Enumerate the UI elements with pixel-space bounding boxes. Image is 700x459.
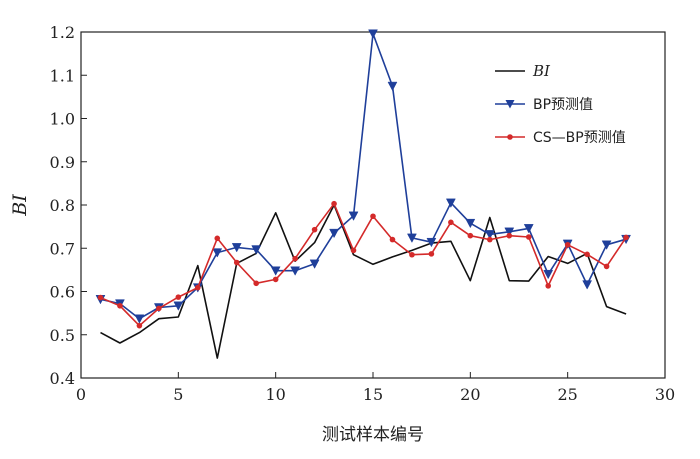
data-point <box>329 228 339 239</box>
data-point <box>292 255 298 262</box>
data-point <box>233 259 240 266</box>
legend-item: CS—BP预测值 <box>495 130 626 146</box>
data-point <box>290 266 301 276</box>
y-tick-label: 1.2 <box>50 23 75 42</box>
data-point <box>564 241 571 248</box>
data-point <box>175 294 182 300</box>
data-point <box>214 235 221 242</box>
y-tick-label: 0.4 <box>50 369 75 388</box>
legend-marker <box>507 134 513 140</box>
y-axis-label: BI <box>9 194 31 217</box>
data-point <box>136 322 143 329</box>
data-point <box>348 211 359 221</box>
y-tick-label: 0.8 <box>50 196 75 215</box>
data-point <box>448 219 454 226</box>
data-point <box>504 227 515 237</box>
data-point <box>117 302 123 309</box>
data-point <box>272 276 279 283</box>
axes-layer: 0 5 10 15 20 25 30 0.4 0.5 0.6 0.7 0.8 0.9 1.0 1.1 1.2 <box>50 23 676 404</box>
plot-frame <box>80 31 666 379</box>
y-tick-label: 0.6 <box>50 283 75 302</box>
data-point <box>387 81 398 92</box>
legend-item: BI <box>495 62 551 80</box>
data-point <box>212 248 223 258</box>
legend-marker <box>505 100 515 109</box>
y-tick-label: 1.1 <box>50 66 75 85</box>
series-2 <box>97 200 629 329</box>
data-point <box>331 200 337 207</box>
data-point <box>582 280 593 290</box>
data-point <box>407 233 417 243</box>
data-point <box>134 314 145 324</box>
data-point <box>623 234 629 241</box>
y-tick-label: 0.7 <box>50 239 75 258</box>
data-point <box>253 280 259 287</box>
series-line <box>100 202 627 327</box>
x-tick-label: 20 <box>460 385 480 404</box>
x-tick-label: 15 <box>363 385 383 404</box>
x-tick-label: 10 <box>265 385 285 404</box>
legend: BI BP预测值 CS—BP预测值 <box>495 62 626 146</box>
y-tick-label: 0.9 <box>50 153 75 172</box>
data-point <box>506 232 513 239</box>
data-point <box>525 234 532 240</box>
x-tick-label: 25 <box>557 385 577 404</box>
data-point <box>311 226 318 233</box>
data-point <box>350 247 357 254</box>
legend-label: BP预测值 <box>533 97 593 113</box>
data-point <box>543 269 554 280</box>
data-point <box>231 243 242 253</box>
data-point <box>603 263 610 270</box>
data-point <box>368 29 378 39</box>
legend-label: CS—BP预测值 <box>533 130 626 146</box>
x-tick-label: 30 <box>655 385 675 404</box>
data-point <box>601 240 612 250</box>
x-tick-label: 0 <box>76 385 86 404</box>
data-point <box>523 224 534 234</box>
data-point <box>426 237 437 248</box>
data-point <box>484 230 495 240</box>
data-point <box>465 218 476 229</box>
data-point <box>270 266 281 276</box>
y-tick-label: 1.0 <box>50 110 75 129</box>
data-point <box>389 236 396 243</box>
series-line <box>100 204 627 359</box>
x-axis-label: 测试样本编号 <box>322 425 424 445</box>
data-point <box>370 213 376 220</box>
series-line <box>100 32 627 320</box>
legend-label: BI <box>532 62 551 80</box>
legend-item: BP预测值 <box>495 97 593 113</box>
data-point <box>467 232 474 239</box>
data-point <box>251 245 262 255</box>
data-point <box>445 198 456 208</box>
y-tick-label: 0.5 <box>50 326 75 345</box>
series-layer <box>95 29 631 359</box>
data-point <box>309 259 320 269</box>
series-0 <box>100 204 627 359</box>
series-1 <box>95 29 631 324</box>
data-point <box>487 236 493 243</box>
data-point <box>584 251 590 258</box>
data-point <box>409 251 415 258</box>
data-point <box>195 284 201 291</box>
data-point <box>173 301 184 311</box>
data-point <box>97 294 104 301</box>
data-point <box>545 283 551 289</box>
data-point <box>428 251 435 257</box>
data-point <box>156 305 162 312</box>
x-tick-label: 5 <box>173 385 183 404</box>
